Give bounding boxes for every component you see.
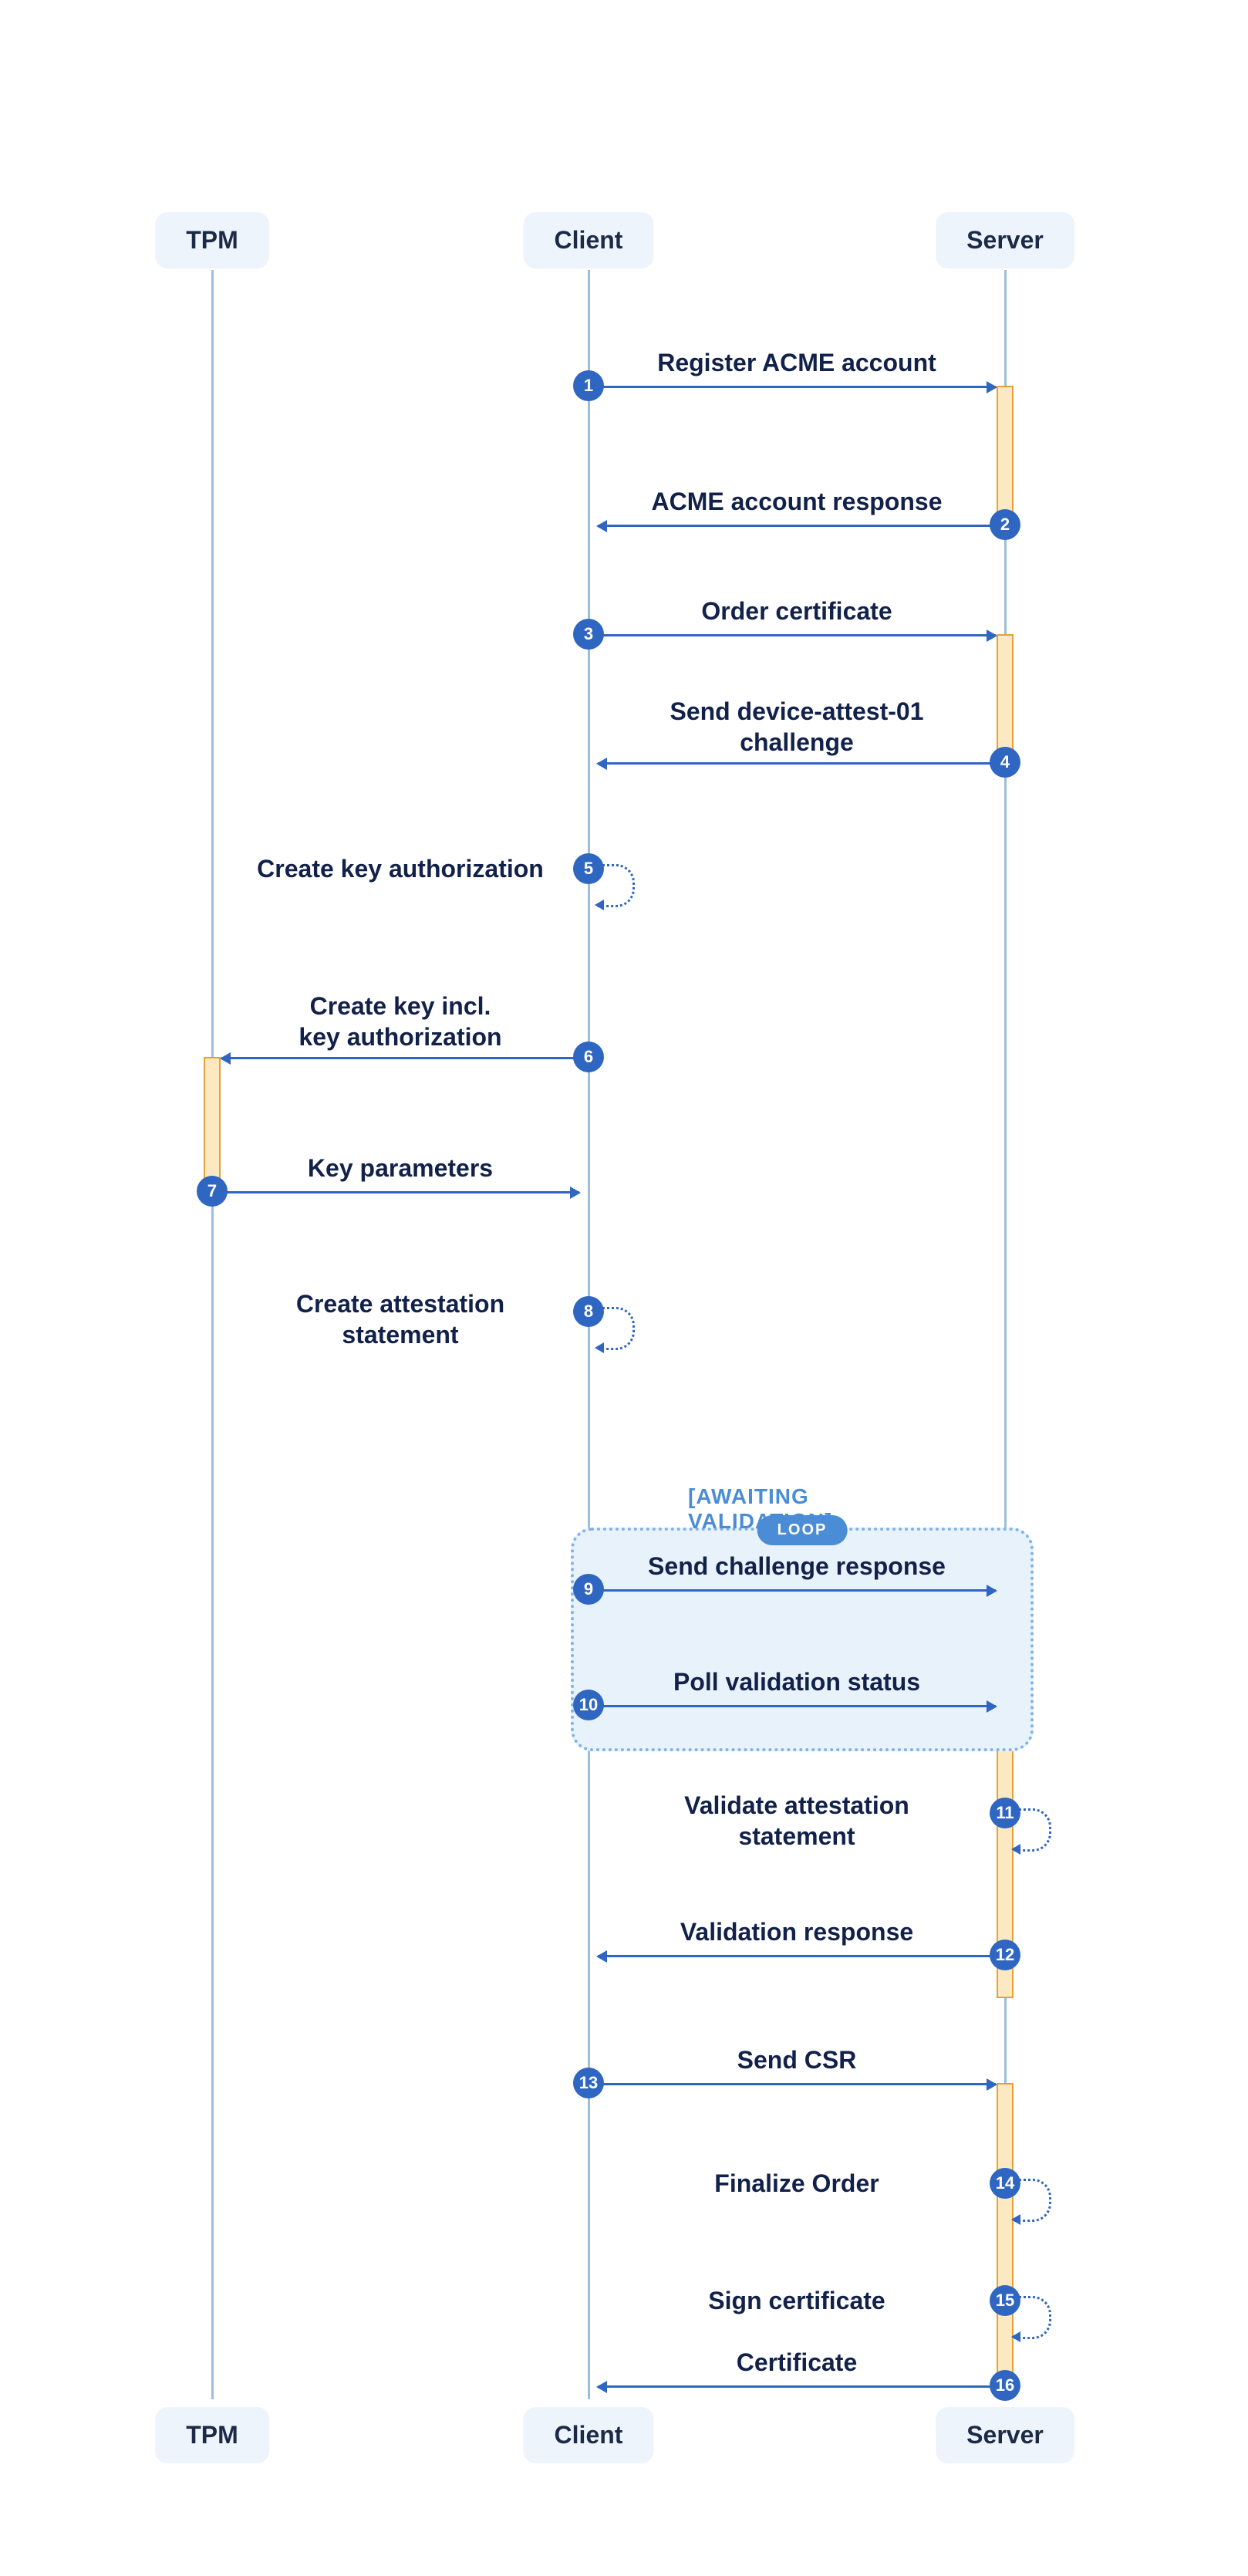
- step-badge: 4: [990, 747, 1020, 778]
- step-badge: 14: [990, 2168, 1020, 2199]
- step-badge: 6: [573, 1042, 604, 1072]
- step-badge: 1: [573, 370, 604, 401]
- message-arrow: [598, 2385, 996, 2388]
- participant-tpm-bottom: TPM: [155, 2407, 269, 2463]
- step-badge: 12: [990, 1940, 1020, 1970]
- message-arrow: [598, 1705, 996, 1707]
- activation-bar: [997, 2083, 1014, 2390]
- message-arrow: [598, 525, 996, 527]
- message-label: Sign certificate: [708, 2287, 885, 2315]
- step-badge: 7: [197, 1176, 228, 1207]
- participant-client-top: Client: [524, 212, 654, 268]
- message-label: Certificate: [737, 2348, 858, 2377]
- lifeline-tpm: [211, 270, 214, 2399]
- message-label: Send device-attest-01challenge: [670, 696, 923, 758]
- step-badge: 11: [990, 1798, 1020, 1828]
- message-arrow: [598, 1955, 996, 1957]
- message-arrow: [598, 1589, 996, 1592]
- step-badge: 9: [573, 1574, 604, 1605]
- sequence-diagram: [AWAITING VALIDATION] LOOP TPM Client Se…: [0, 0, 1248, 2576]
- message-label: Create attestationstatement: [296, 1288, 504, 1350]
- step-badge: 15: [990, 2285, 1020, 2316]
- message-label: Finalize Order: [714, 2169, 879, 2198]
- step-badge: 5: [573, 853, 604, 884]
- step-badge: 8: [573, 1296, 604, 1327]
- message-label: Create key authorization: [257, 855, 544, 883]
- message-label: Create key incl.key authorization: [299, 991, 501, 1052]
- message-arrow: [598, 2083, 996, 2085]
- message-arrow: [598, 634, 996, 636]
- step-badge: 13: [573, 2068, 604, 2098]
- message-arrow: [598, 762, 996, 765]
- activation-bar: [204, 1057, 221, 1196]
- loop-tag: LOOP: [757, 1515, 848, 1545]
- lifeline-server: [1004, 270, 1007, 2399]
- participant-client-bottom: Client: [524, 2407, 654, 2463]
- step-badge: 10: [573, 1690, 604, 1720]
- message-label: Send CSR: [737, 2046, 857, 2075]
- message-arrow: [221, 1191, 579, 1193]
- message-arrow: [221, 1057, 579, 1059]
- message-label: Validate attestationstatement: [684, 1790, 909, 1852]
- participant-server-bottom: Server: [936, 2407, 1074, 2463]
- message-label: Order certificate: [701, 597, 892, 626]
- participant-tpm-top: TPM: [155, 212, 269, 268]
- message-label: Validation response: [680, 1918, 913, 1946]
- message-label: Register ACME account: [657, 349, 936, 377]
- message-label: Send challenge response: [648, 1552, 946, 1581]
- step-badge: 16: [990, 2370, 1020, 2401]
- participant-server-top: Server: [936, 212, 1074, 268]
- step-badge: 3: [573, 619, 604, 650]
- message-arrow: [598, 386, 996, 388]
- message-label: Key parameters: [308, 1154, 493, 1183]
- message-label: Poll validation status: [673, 1668, 920, 1697]
- message-label: ACME account response: [652, 488, 943, 516]
- step-badge: 2: [990, 509, 1020, 540]
